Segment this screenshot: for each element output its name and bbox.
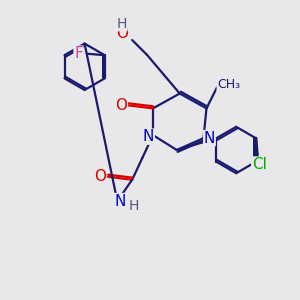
Text: H: H xyxy=(117,17,127,31)
Text: O: O xyxy=(94,169,106,184)
Text: H: H xyxy=(128,200,139,214)
Text: Cl: Cl xyxy=(252,157,267,172)
Text: CH₃: CH₃ xyxy=(217,78,240,91)
Text: N: N xyxy=(143,129,154,144)
Text: O: O xyxy=(115,98,127,113)
Text: O: O xyxy=(116,26,128,41)
Text: N: N xyxy=(115,194,126,208)
Text: F: F xyxy=(74,46,83,61)
Text: N: N xyxy=(204,130,215,146)
